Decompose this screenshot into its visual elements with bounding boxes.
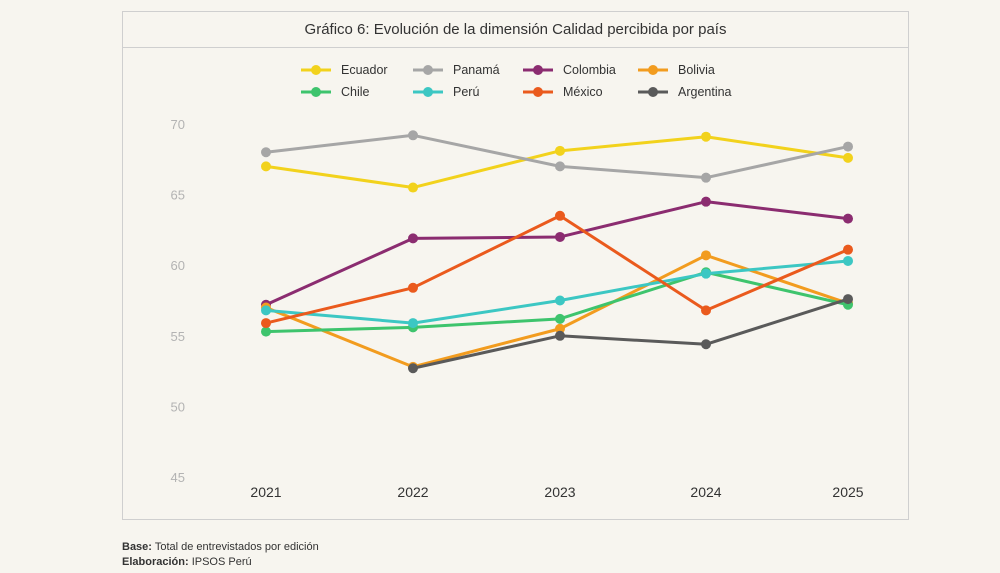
data-point-méxico — [261, 318, 271, 329]
data-point-argentina — [555, 330, 565, 341]
data-point-bolivia — [701, 250, 711, 261]
data-point-panamá — [701, 172, 711, 183]
data-point-chile — [261, 326, 271, 337]
data-point-ecuador — [555, 145, 565, 156]
data-point-colombia — [843, 213, 853, 224]
series-line-bolivia — [265, 253, 849, 369]
y-tick-label: 50 — [171, 399, 185, 414]
x-tick-label: 2023 — [544, 484, 575, 500]
data-point-perú — [261, 305, 271, 316]
series-line-ecuador — [265, 135, 849, 190]
data-point-colombia — [555, 231, 565, 242]
data-point-perú — [701, 268, 711, 279]
data-point-méxico — [701, 305, 711, 316]
data-point-argentina — [408, 363, 418, 374]
legend-label-ecuador: Ecuador — [341, 63, 388, 77]
footer-base-text: Total de entrevistados por edición — [154, 541, 319, 553]
data-point-panamá — [261, 147, 271, 158]
legend-marker-méxico — [533, 87, 543, 97]
data-point-méxico — [843, 244, 853, 255]
data-point-colombia — [701, 196, 711, 207]
legend-marker-argentina — [648, 87, 658, 97]
data-point-ecuador — [701, 131, 711, 142]
data-point-panamá — [555, 161, 565, 172]
legend-marker-perú — [423, 87, 433, 97]
legend-marker-colombia — [533, 65, 543, 75]
data-point-méxico — [555, 210, 565, 221]
series-line-argentina — [412, 297, 849, 370]
data-point-colombia — [408, 233, 418, 244]
y-tick-label: 70 — [171, 117, 185, 132]
data-point-chile — [555, 313, 565, 324]
line-chart: 45 50 55 60 65 70 2021 2022 2023 2024 2025 Ecuador P… — [171, 63, 864, 500]
legend-marker-panamá — [423, 65, 433, 75]
x-tick-label: 2024 — [690, 484, 721, 500]
y-tick-label: 45 — [171, 470, 185, 485]
data-point-ecuador — [261, 161, 271, 172]
data-point-perú — [843, 255, 853, 266]
chart-frame: Gráfico 6: Evolución de la dimensión Cal… — [122, 11, 909, 520]
legend-label-bolivia: Bolivia — [678, 63, 715, 77]
legend-label-perú: Perú — [453, 85, 479, 99]
data-point-bolivia — [555, 323, 565, 334]
y-tick-label: 65 — [171, 188, 185, 203]
legend-marker-ecuador — [311, 65, 321, 75]
footer-base-label: Base: — [122, 541, 152, 553]
data-point-perú — [555, 295, 565, 306]
y-tick-label: 60 — [171, 258, 185, 273]
data-point-ecuador — [408, 182, 418, 193]
data-point-perú — [408, 318, 418, 329]
series-line-perú — [265, 259, 849, 325]
data-point-argentina — [701, 339, 711, 350]
legend-label-argentina: Argentina — [678, 85, 732, 99]
x-tick-label: 2021 — [250, 484, 281, 500]
legend-label-colombia: Colombia — [563, 63, 616, 77]
x-tick-label: 2025 — [832, 484, 863, 500]
y-tick-label: 55 — [171, 329, 185, 344]
x-tick-label: 2022 — [397, 484, 428, 500]
footer-elaboration-label: Elaboración: — [122, 556, 189, 568]
legend-label-chile: Chile — [341, 85, 370, 99]
legend-marker-chile — [311, 87, 321, 97]
chart-title: Gráfico 6: Evolución de la dimensión Cal… — [123, 12, 908, 48]
footer-base-line: Base: Total de entrevistados por edición — [122, 540, 319, 555]
legend-label-méxico: México — [563, 85, 603, 99]
legend-label-panamá: Panamá — [453, 63, 500, 77]
footer-elaboration-text: IPSOS Perú — [191, 556, 252, 568]
data-point-argentina — [843, 294, 853, 305]
footer-elaboration-line: Elaboración: IPSOS Perú — [122, 555, 319, 570]
data-point-panamá — [843, 141, 853, 152]
chart-footer: Base: Total de entrevistados por edición… — [122, 540, 319, 570]
data-point-méxico — [408, 282, 418, 293]
series-line-panamá — [265, 133, 849, 180]
data-point-panamá — [408, 130, 418, 141]
legend-marker-bolivia — [648, 65, 658, 75]
data-point-ecuador — [843, 152, 853, 163]
